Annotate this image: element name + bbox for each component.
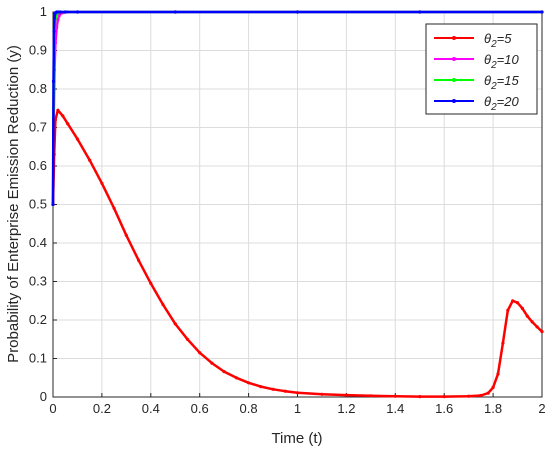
data-point — [161, 303, 165, 307]
data-point — [501, 341, 505, 345]
data-point — [185, 337, 190, 341]
data-point — [52, 16, 57, 20]
legend-marker — [452, 36, 456, 40]
legend-marker — [452, 99, 456, 103]
data-point — [344, 393, 348, 397]
legend-label: θ2=15 — [484, 73, 519, 92]
data-point — [88, 158, 92, 162]
data-point — [486, 391, 490, 395]
data-point — [506, 308, 510, 312]
data-point — [525, 314, 529, 318]
data-point — [442, 395, 446, 399]
data-point — [540, 10, 544, 14]
data-point — [540, 330, 544, 334]
data-point — [75, 10, 80, 14]
legend-marker — [452, 57, 456, 61]
y-tick-label: 0.9 — [29, 43, 47, 58]
y-tick-label: 1 — [40, 4, 47, 19]
data-point — [58, 10, 62, 14]
data-point — [210, 361, 214, 365]
data-point — [53, 118, 58, 122]
y-tick-label: 0.6 — [29, 158, 47, 173]
data-point — [418, 395, 422, 399]
y-tick-label: 0.2 — [29, 312, 47, 327]
data-point — [51, 202, 55, 207]
data-point — [51, 79, 56, 83]
x-axis-label: Time (t) — [271, 430, 322, 447]
data-point — [418, 10, 422, 14]
x-tick-label: 1.8 — [484, 401, 502, 416]
data-point — [247, 381, 251, 385]
y-tick-label: 0.4 — [29, 235, 47, 250]
legend-label: θ2=10 — [484, 52, 519, 71]
x-tick-label: 0.6 — [191, 401, 209, 416]
data-point — [320, 392, 324, 396]
data-point — [222, 370, 226, 374]
data-point — [369, 394, 373, 398]
data-point — [271, 387, 275, 391]
data-point — [198, 351, 202, 355]
data-point — [520, 306, 525, 310]
data-point — [393, 394, 397, 398]
data-point — [66, 122, 70, 126]
data-point — [63, 10, 67, 14]
data-point — [515, 301, 520, 305]
data-point — [535, 325, 539, 329]
legend-marker — [452, 78, 456, 82]
y-tick-label: 0 — [40, 389, 47, 404]
legend-label: θ2=5 — [484, 31, 512, 50]
data-point — [259, 385, 263, 389]
legend-label: θ2=20 — [484, 94, 519, 113]
data-point — [124, 233, 128, 237]
x-tick-label: 1.6 — [435, 401, 453, 416]
data-point — [295, 391, 300, 395]
data-point — [234, 376, 238, 380]
data-point — [479, 393, 483, 398]
data-point — [149, 281, 153, 285]
series-lines — [51, 10, 544, 399]
data-point — [56, 10, 60, 14]
y-tick-label: 0.5 — [29, 197, 47, 212]
x-tick-label: 0 — [49, 401, 56, 416]
x-tick-label: 0.8 — [240, 401, 258, 416]
data-point — [530, 320, 534, 324]
data-point — [496, 372, 500, 376]
y-tick-label: 0.3 — [29, 274, 47, 289]
legend: θ2=5 θ2=10 θ2=15 θ2=20 — [425, 23, 538, 115]
data-point — [511, 299, 515, 303]
data-point — [173, 10, 177, 14]
axis-ticks: 0 0.2 0.4 0.6 0.8 1 1.2 1.4 1.6 1.8 2 0 0.1 0.2 0.3 0.4… — [29, 4, 546, 416]
x-tick-label: 1.4 — [386, 401, 404, 416]
x-tick-label: 1.2 — [337, 401, 355, 416]
data-point — [75, 137, 80, 141]
x-tick-label: 2 — [538, 401, 545, 416]
data-point — [283, 389, 287, 393]
data-point — [52, 29, 56, 33]
data-point — [112, 206, 116, 210]
x-tick-label: 0.4 — [142, 401, 160, 416]
x-tick-label: 0.2 — [93, 401, 111, 416]
x-tick-label: 1 — [294, 401, 301, 416]
data-point — [173, 322, 177, 326]
data-point — [56, 18, 60, 22]
data-point — [467, 394, 471, 398]
data-point — [491, 385, 495, 389]
data-point — [100, 181, 104, 185]
y-tick-label: 0.7 — [29, 120, 47, 135]
data-point — [61, 114, 65, 118]
y-axis-label: Probability of Enterprise Emission Reduc… — [5, 45, 22, 363]
data-point — [56, 108, 60, 112]
data-point — [295, 10, 300, 14]
data-point — [137, 258, 141, 262]
y-tick-label: 0.1 — [29, 351, 47, 366]
y-tick-label: 0.8 — [29, 81, 47, 96]
